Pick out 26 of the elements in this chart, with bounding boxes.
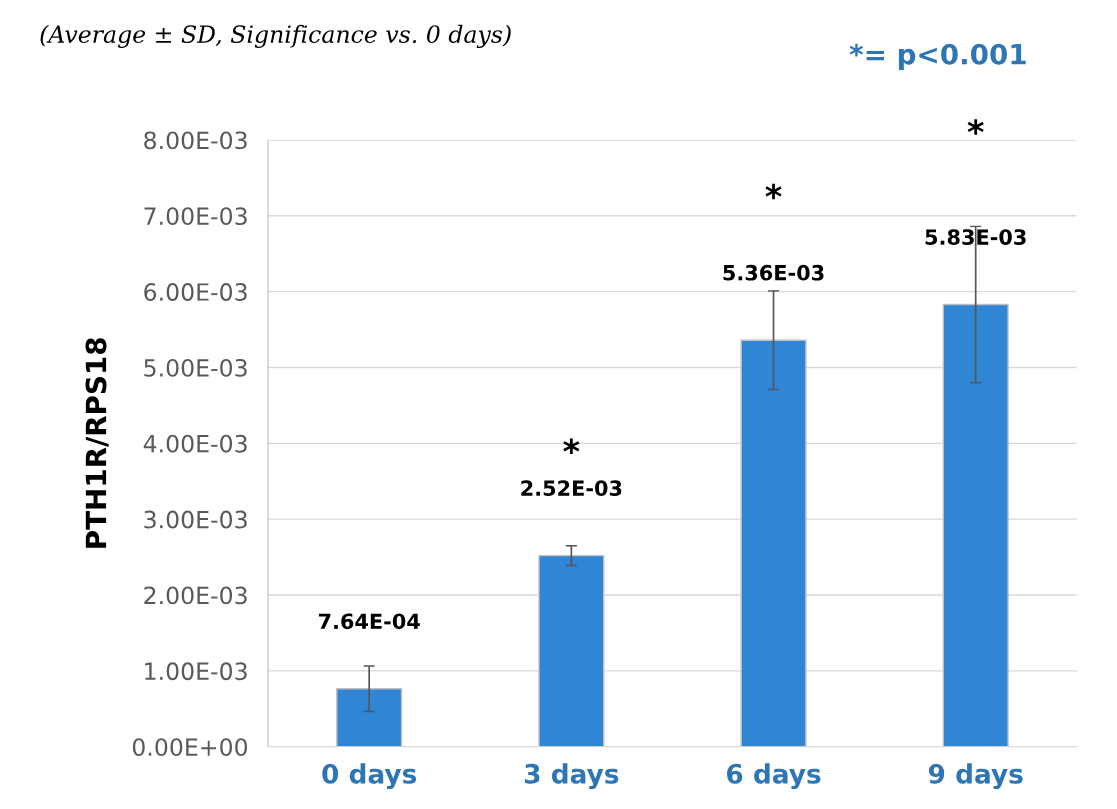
y-tick-label: 4.00E-03 xyxy=(143,434,247,453)
data-label: 2.52E-03 xyxy=(521,480,622,496)
chart-subtitle: (Average ± SD, Significance vs. 0 days) xyxy=(40,24,511,48)
annotation: * xyxy=(563,438,580,454)
data-label: 7.64E-04 xyxy=(318,613,420,630)
y-tick-label: 3.00E-03 xyxy=(144,510,247,529)
bar xyxy=(740,339,807,747)
y-tick-label: 5.00E-03 xyxy=(144,358,247,377)
text: *= p<0.001 xyxy=(849,43,1026,71)
x-tick-label: 0 days xyxy=(322,763,417,790)
y-axis-title: PTH1R/RPS18 xyxy=(85,338,109,548)
x-tick-label: 3 days xyxy=(524,763,619,790)
y-tick-label: 8.00E-03 xyxy=(144,131,247,150)
annotation: * xyxy=(765,183,782,200)
text: * xyxy=(967,119,984,135)
y-tick-label: 7.00E-03 xyxy=(144,207,247,226)
x-tick-label: 6 days xyxy=(727,763,821,790)
y-tick-label: 6.00E-03 xyxy=(144,283,247,301)
bar xyxy=(942,303,1009,747)
data-label: 5.36E-03 xyxy=(723,264,824,281)
bar xyxy=(538,554,605,747)
x-tick-label: 9 days xyxy=(928,763,1023,790)
y-tick-label: 2.00E-03 xyxy=(144,586,247,605)
bar xyxy=(336,688,403,747)
y-tick-label: 0.00E+00 xyxy=(132,738,248,757)
y-tick-label: 1.00E-03 xyxy=(145,662,247,681)
